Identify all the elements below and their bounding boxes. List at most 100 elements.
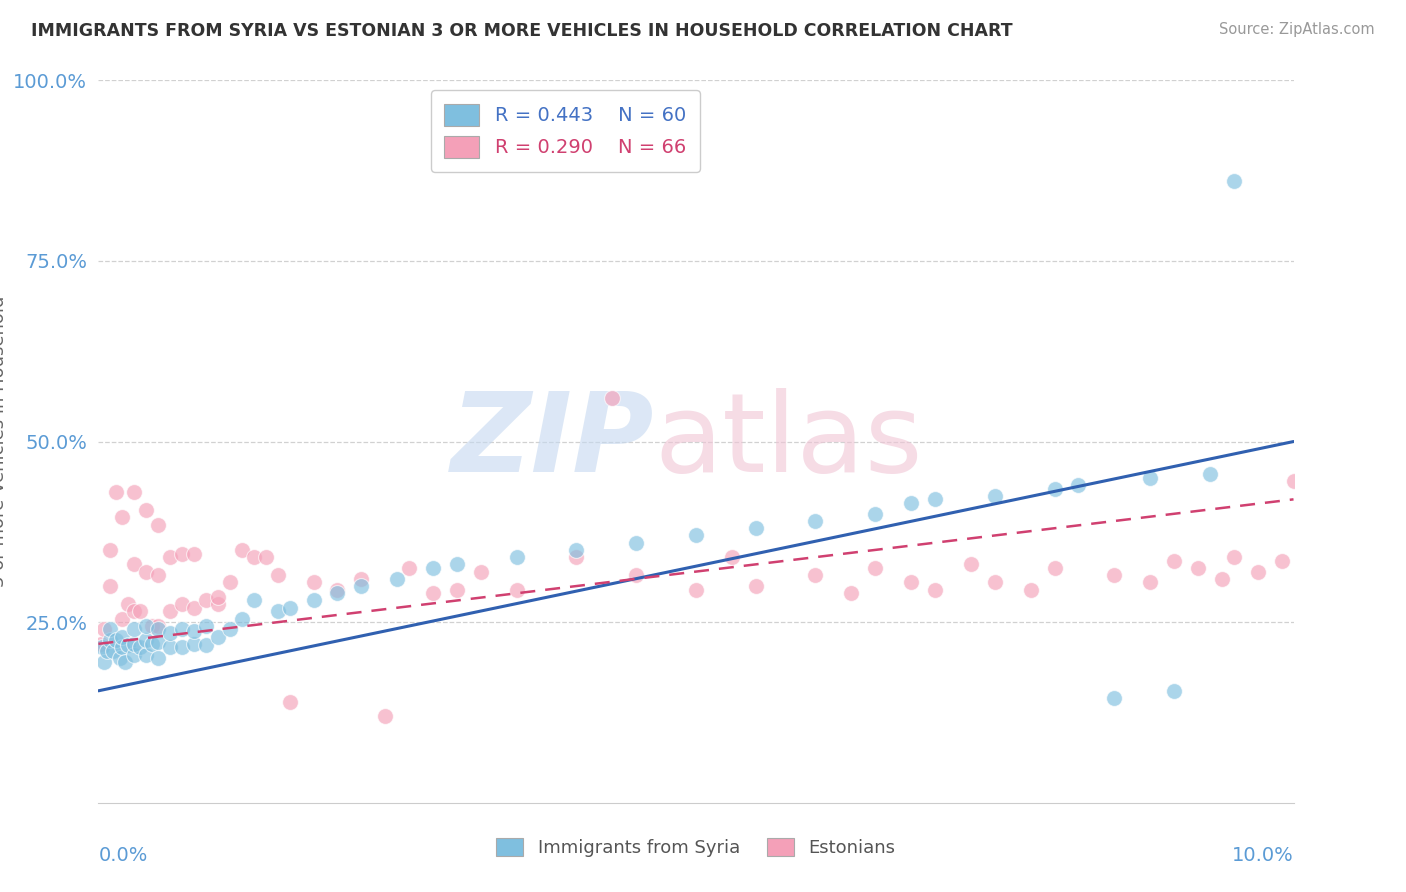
Point: [326, 586, 349, 600]
Point: [129, 640, 152, 655]
Point: [243, 593, 266, 607]
Text: 10.0%: 10.0%: [1232, 847, 1294, 865]
Point: [105, 485, 128, 500]
Point: [111, 611, 134, 625]
Point: [124, 648, 146, 662]
Point: [1019, 582, 1042, 597]
Point: [135, 565, 157, 579]
Point: [96, 644, 118, 658]
Point: [685, 582, 707, 597]
Point: [1139, 575, 1161, 590]
Point: [101, 644, 124, 658]
Point: [93, 655, 115, 669]
Point: [1223, 174, 1246, 188]
Point: [1223, 550, 1246, 565]
Point: [422, 561, 444, 575]
Point: [135, 503, 157, 517]
Point: [565, 550, 588, 565]
Point: [565, 542, 588, 557]
Point: [195, 593, 218, 607]
Point: [1043, 482, 1066, 496]
Point: [924, 582, 946, 597]
Point: [124, 623, 146, 637]
Point: [148, 623, 170, 637]
Point: [506, 582, 529, 597]
Point: [141, 619, 163, 633]
Point: [111, 510, 134, 524]
Point: [1271, 554, 1294, 568]
Point: [984, 575, 1007, 590]
Point: [350, 572, 373, 586]
Point: [1199, 467, 1222, 481]
Point: [111, 640, 134, 655]
Point: [350, 579, 373, 593]
Point: [183, 600, 205, 615]
Point: [1187, 561, 1209, 575]
Point: [626, 568, 648, 582]
Point: [172, 640, 194, 655]
Point: [117, 638, 139, 652]
Point: [602, 391, 624, 405]
Point: [745, 521, 768, 535]
Point: [278, 695, 301, 709]
Point: [159, 626, 181, 640]
Point: [900, 575, 922, 590]
Point: [172, 547, 194, 561]
Point: [90, 637, 112, 651]
Point: [1104, 691, 1126, 706]
Point: [231, 611, 253, 625]
Point: [98, 633, 122, 648]
Point: [960, 558, 983, 572]
Point: [1043, 561, 1066, 575]
Point: [398, 561, 420, 575]
Point: [124, 558, 146, 572]
Point: [1104, 568, 1126, 582]
Point: [278, 600, 301, 615]
Point: [98, 623, 122, 637]
Point: [984, 489, 1007, 503]
Point: [124, 604, 146, 618]
Point: [626, 535, 648, 549]
Point: [148, 619, 170, 633]
Text: IMMIGRANTS FROM SYRIA VS ESTONIAN 3 OR MORE VEHICLES IN HOUSEHOLD CORRELATION CH: IMMIGRANTS FROM SYRIA VS ESTONIAN 3 OR M…: [31, 22, 1012, 40]
Point: [117, 597, 139, 611]
Text: ZIP: ZIP: [451, 388, 654, 495]
Point: [231, 542, 253, 557]
Point: [1163, 554, 1185, 568]
Point: [865, 507, 887, 521]
Point: [254, 550, 277, 565]
Point: [195, 619, 218, 633]
Point: [302, 575, 325, 590]
Y-axis label: 3 or more Vehicles in Household: 3 or more Vehicles in Household: [0, 296, 8, 587]
Point: [93, 623, 115, 637]
Text: Source: ZipAtlas.com: Source: ZipAtlas.com: [1219, 22, 1375, 37]
Point: [745, 579, 768, 593]
Point: [470, 565, 492, 579]
Point: [207, 630, 229, 644]
Point: [219, 623, 242, 637]
Point: [108, 651, 131, 665]
Point: [148, 635, 170, 649]
Point: [159, 640, 181, 655]
Point: [721, 550, 744, 565]
Point: [841, 586, 863, 600]
Point: [219, 575, 242, 590]
Point: [148, 651, 170, 665]
Point: [105, 633, 128, 648]
Point: [1139, 470, 1161, 484]
Point: [172, 597, 194, 611]
Point: [267, 568, 290, 582]
Point: [243, 550, 266, 565]
Point: [1282, 475, 1305, 489]
Point: [267, 604, 290, 618]
Point: [1067, 478, 1090, 492]
Point: [207, 597, 229, 611]
Point: [195, 638, 218, 652]
Point: [114, 655, 136, 669]
Point: [865, 561, 887, 575]
Point: [804, 568, 827, 582]
Point: [172, 623, 194, 637]
Point: [135, 648, 157, 662]
Point: [98, 542, 122, 557]
Point: [422, 586, 444, 600]
